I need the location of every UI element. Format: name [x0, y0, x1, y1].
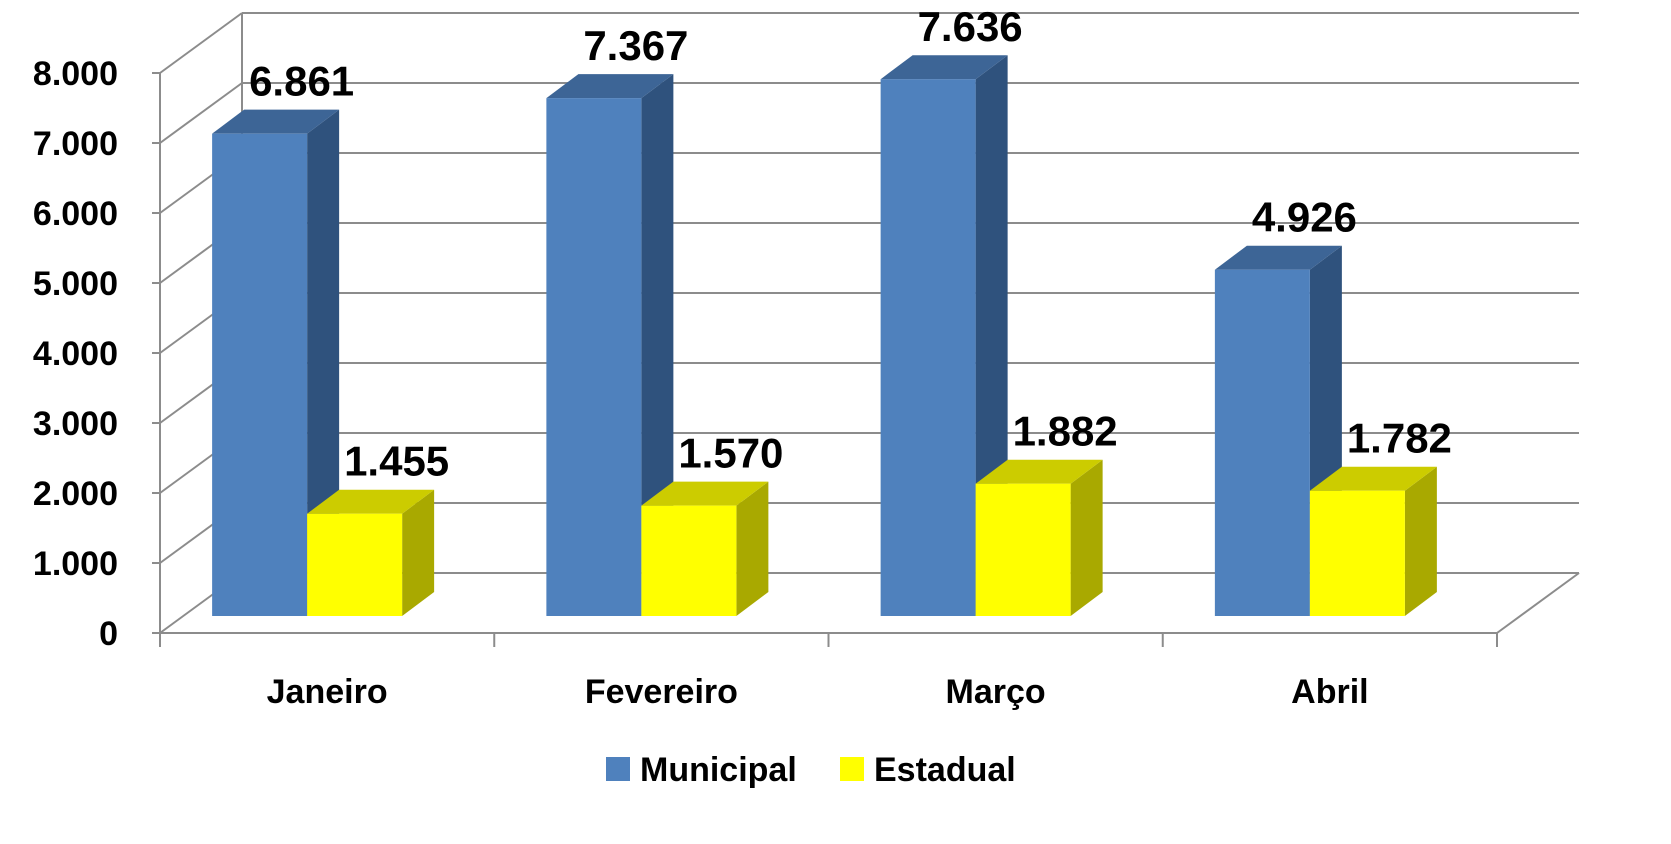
bar-front: [880, 79, 976, 616]
y-tick-label: 0: [99, 615, 118, 653]
data-labels: 6.861 1.455 7.367 1.570 7.636 1.882 4.926 1.782: [249, 3, 1452, 485]
y-tick-label: 3.000: [33, 405, 118, 443]
legend-label-estadual: Estadual: [874, 751, 1016, 789]
data-label: 6.861: [249, 58, 354, 105]
bar-side: [736, 481, 769, 616]
data-label: 1.882: [1013, 408, 1118, 455]
bar-estadual-1: [641, 481, 769, 616]
bar-top: [975, 459, 1103, 484]
y-tick-label: 4.000: [33, 335, 118, 373]
bar-estadual-2: [975, 459, 1103, 616]
bar-front: [1214, 269, 1310, 616]
axes: 0 1.000 2.000 3.000 4.000 5.000 6.000 7.000 8.00…: [33, 13, 1580, 711]
y-tick-label: 7.000: [33, 125, 118, 163]
bar-front: [307, 513, 403, 616]
bar-top: [880, 55, 1008, 80]
bar-top: [1309, 466, 1437, 491]
bars: [212, 55, 1437, 617]
x-tick-label: Abril: [1291, 673, 1368, 711]
y-tick-label: 5.000: [33, 265, 118, 303]
bar-side: [307, 109, 340, 617]
bar-side: [641, 74, 674, 616]
data-label: 4.926: [1252, 194, 1357, 241]
legend-label-municipal: Municipal: [640, 751, 797, 789]
side-gridline: [159, 82, 243, 144]
data-label: 7.636: [918, 3, 1023, 50]
bar-municipal-0: [212, 109, 340, 617]
x-tick-label: Fevereiro: [585, 673, 738, 711]
y-tick-label: 6.000: [33, 195, 118, 233]
bar-top: [307, 489, 435, 514]
bar-municipal-1: [546, 74, 674, 616]
bar-front: [212, 133, 308, 617]
bar-top: [641, 481, 769, 506]
legend: Municipal Estadual: [606, 751, 1016, 789]
bar-estadual-3: [1309, 466, 1437, 616]
bar-front: [975, 483, 1071, 616]
side-gridline: [159, 12, 243, 74]
y-tick-label: 2.000: [33, 475, 118, 513]
data-label: 1.782: [1347, 415, 1452, 462]
y-tick-label: 1.000: [33, 545, 118, 583]
bar-side: [1070, 459, 1103, 616]
bar-top: [1214, 245, 1342, 270]
bar-front: [641, 505, 737, 616]
y-tick-label: 8.000: [33, 55, 118, 93]
legend-swatch-municipal: [606, 757, 630, 781]
bar-top: [546, 74, 674, 99]
data-label: 1.455: [344, 438, 449, 485]
bar-front: [546, 98, 642, 616]
bar-top: [212, 109, 340, 134]
data-label: 7.367: [583, 22, 688, 69]
x-tick-label: Janeiro: [267, 673, 388, 711]
floor-right-edge: [1496, 572, 1580, 634]
bar-side: [1404, 466, 1437, 616]
legend-swatch-estadual: [840, 757, 864, 781]
bar-estadual-0: [307, 489, 435, 616]
bar-side: [402, 489, 435, 616]
data-label: 1.570: [678, 430, 783, 477]
x-tick-label: Março: [946, 673, 1046, 711]
bar-front: [1309, 490, 1405, 616]
